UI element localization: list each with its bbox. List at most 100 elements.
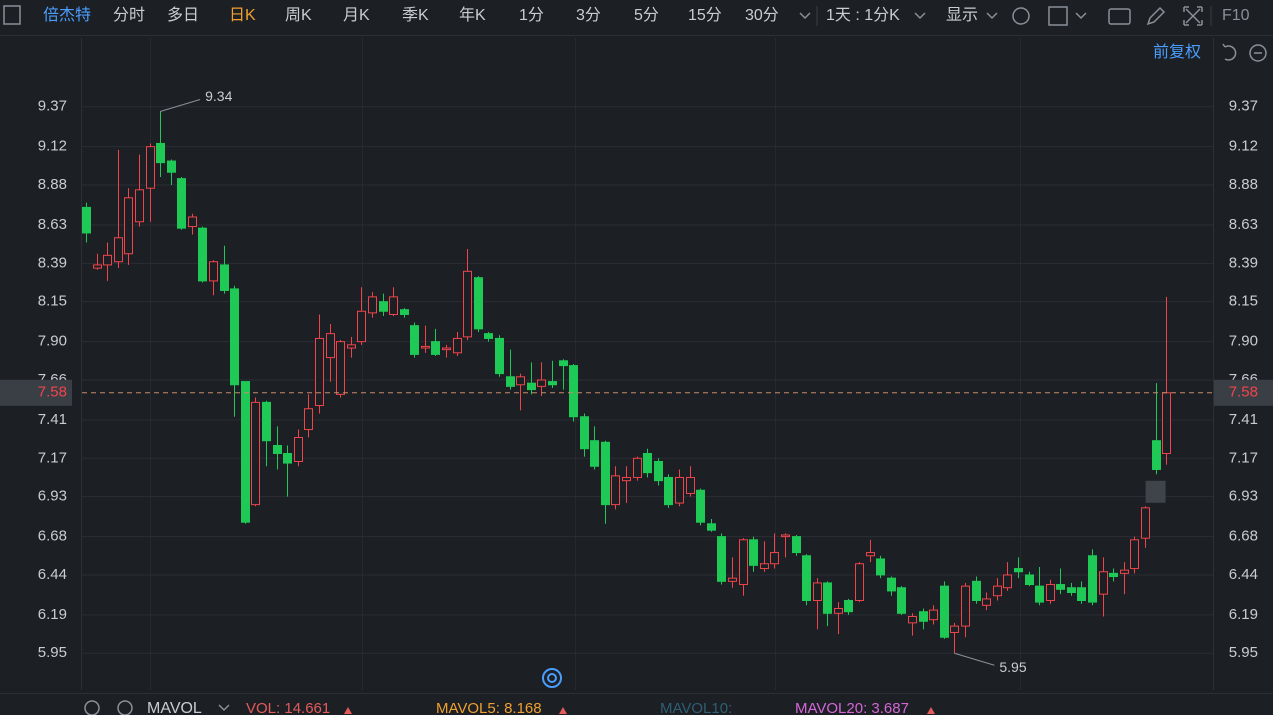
candle-body bbox=[664, 476, 673, 506]
period-tab[interactable]: 分时 bbox=[113, 6, 145, 24]
candle-body bbox=[1152, 440, 1161, 470]
candle-body bbox=[897, 587, 906, 614]
settings-icon[interactable] bbox=[1012, 7, 1030, 25]
candle-body bbox=[93, 264, 102, 269]
vol-value: VOL: 14.661 bbox=[246, 700, 330, 715]
y-tick-label-right: 7.17 bbox=[1229, 449, 1258, 466]
candle-body bbox=[1067, 587, 1076, 594]
interval-dropdown[interactable] bbox=[914, 12, 926, 20]
candle-body bbox=[590, 440, 599, 467]
period-tab[interactable]: 1分 bbox=[519, 6, 544, 24]
y-tick-label: 9.12 bbox=[38, 138, 67, 155]
period-tab[interactable]: 日K bbox=[229, 7, 256, 24]
stock-name[interactable]: 倍杰特 bbox=[43, 6, 91, 24]
draw-icon[interactable] bbox=[1146, 6, 1166, 26]
interval-select[interactable]: 1天 : 1分K bbox=[826, 6, 900, 24]
candle-body bbox=[198, 227, 207, 282]
candle-body bbox=[336, 341, 345, 395]
candle-body bbox=[304, 408, 313, 431]
candle-body bbox=[262, 401, 271, 442]
y-tick-label: 9.37 bbox=[38, 98, 67, 115]
candle-body bbox=[643, 452, 652, 474]
candle-body bbox=[717, 536, 726, 582]
candle-body bbox=[770, 552, 779, 565]
candle-body bbox=[675, 476, 684, 504]
candle-body bbox=[347, 344, 356, 349]
candle-body bbox=[1120, 569, 1129, 574]
candle-body bbox=[866, 552, 875, 557]
adjust-mode[interactable]: 前复权 bbox=[1153, 43, 1201, 61]
camera-icon[interactable] bbox=[1108, 8, 1131, 25]
f10-button[interactable]: F10 bbox=[1222, 7, 1250, 24]
candle-body bbox=[887, 577, 896, 592]
candle-body bbox=[474, 277, 483, 330]
candle-body bbox=[739, 539, 748, 586]
sidebar-toggle[interactable] bbox=[3, 5, 21, 25]
candle-body bbox=[834, 608, 843, 614]
last-price-tag-right bbox=[1214, 379, 1273, 406]
period-tab[interactable]: 周K bbox=[285, 7, 312, 24]
candle-body bbox=[135, 189, 144, 223]
candle-body bbox=[1109, 572, 1118, 578]
mavol20-value: MAVOL20: 3.687 bbox=[795, 700, 909, 715]
indicator-name[interactable]: MAVOL bbox=[147, 700, 202, 715]
y-tick-label-right: 8.39 bbox=[1229, 254, 1258, 271]
candle-body bbox=[1014, 568, 1023, 573]
box-dropdown[interactable] bbox=[1075, 12, 1087, 20]
display-dropdown[interactable] bbox=[986, 12, 998, 20]
period-tab[interactable]: 多日 bbox=[167, 6, 199, 24]
candle-body bbox=[908, 615, 917, 624]
candle-body bbox=[696, 489, 705, 523]
candle-body bbox=[82, 206, 91, 234]
candle-body bbox=[1130, 539, 1139, 570]
candle-body bbox=[315, 337, 324, 407]
min-label: 5.95 bbox=[999, 659, 1026, 675]
indicator-dropdown[interactable] bbox=[218, 704, 230, 712]
candle-body bbox=[484, 333, 493, 339]
period-tab[interactable]: 季K bbox=[402, 6, 429, 24]
period-tab[interactable]: 月K bbox=[343, 7, 370, 24]
candle-body bbox=[728, 577, 737, 582]
y-tick-label-right: 9.12 bbox=[1229, 138, 1258, 155]
candle-body bbox=[929, 609, 938, 621]
mavol5-value: MAVOL5: 8.168 bbox=[436, 700, 542, 715]
y-tick-label-right: 5.95 bbox=[1229, 644, 1258, 661]
y-tick-label-right: 6.44 bbox=[1229, 566, 1258, 583]
period-tab[interactable]: 年K bbox=[459, 6, 486, 24]
candle-body bbox=[548, 381, 557, 386]
candle-body bbox=[823, 582, 832, 614]
y-tick-label-right: 6.68 bbox=[1229, 528, 1258, 545]
period-tab[interactable]: 5分 bbox=[634, 6, 659, 24]
candle-body bbox=[1003, 574, 1012, 589]
mavol10-value: MAVOL10: bbox=[660, 700, 732, 715]
locate-icon-inner bbox=[547, 673, 557, 683]
candle-body bbox=[1077, 587, 1086, 602]
up-arrow bbox=[927, 707, 935, 714]
max-leader bbox=[159, 99, 201, 112]
locate-icon[interactable] bbox=[542, 668, 562, 688]
period-tab[interactable]: 3分 bbox=[576, 6, 601, 24]
y-tick-label: 6.19 bbox=[38, 606, 67, 623]
min-leader bbox=[954, 652, 995, 666]
y-tick-label: 7.17 bbox=[38, 449, 67, 466]
indicator-settings[interactable] bbox=[84, 700, 100, 715]
box-icon[interactable] bbox=[1048, 6, 1068, 26]
candle-body bbox=[400, 309, 409, 315]
candle-body bbox=[326, 333, 335, 359]
y-tick-label: 7.41 bbox=[38, 411, 67, 428]
candle-body bbox=[537, 379, 546, 387]
candle-body bbox=[506, 376, 515, 387]
display-menu[interactable]: 显示 bbox=[946, 7, 978, 24]
zoom-out-icon[interactable] bbox=[1249, 44, 1267, 62]
more-dropdown[interactable] bbox=[799, 12, 811, 20]
candle-body bbox=[442, 347, 451, 351]
y-tick-label: 6.93 bbox=[38, 488, 67, 505]
undo-icon[interactable] bbox=[1222, 43, 1237, 61]
candle-body bbox=[1046, 584, 1055, 602]
period-tab[interactable]: 15分 bbox=[688, 6, 722, 24]
y-tick-label: 8.63 bbox=[38, 216, 67, 233]
indicator-close[interactable] bbox=[117, 700, 133, 715]
fullscreen-icon[interactable] bbox=[1183, 6, 1203, 26]
candle-body bbox=[368, 296, 377, 314]
period-tab[interactable]: 30分 bbox=[745, 6, 779, 24]
